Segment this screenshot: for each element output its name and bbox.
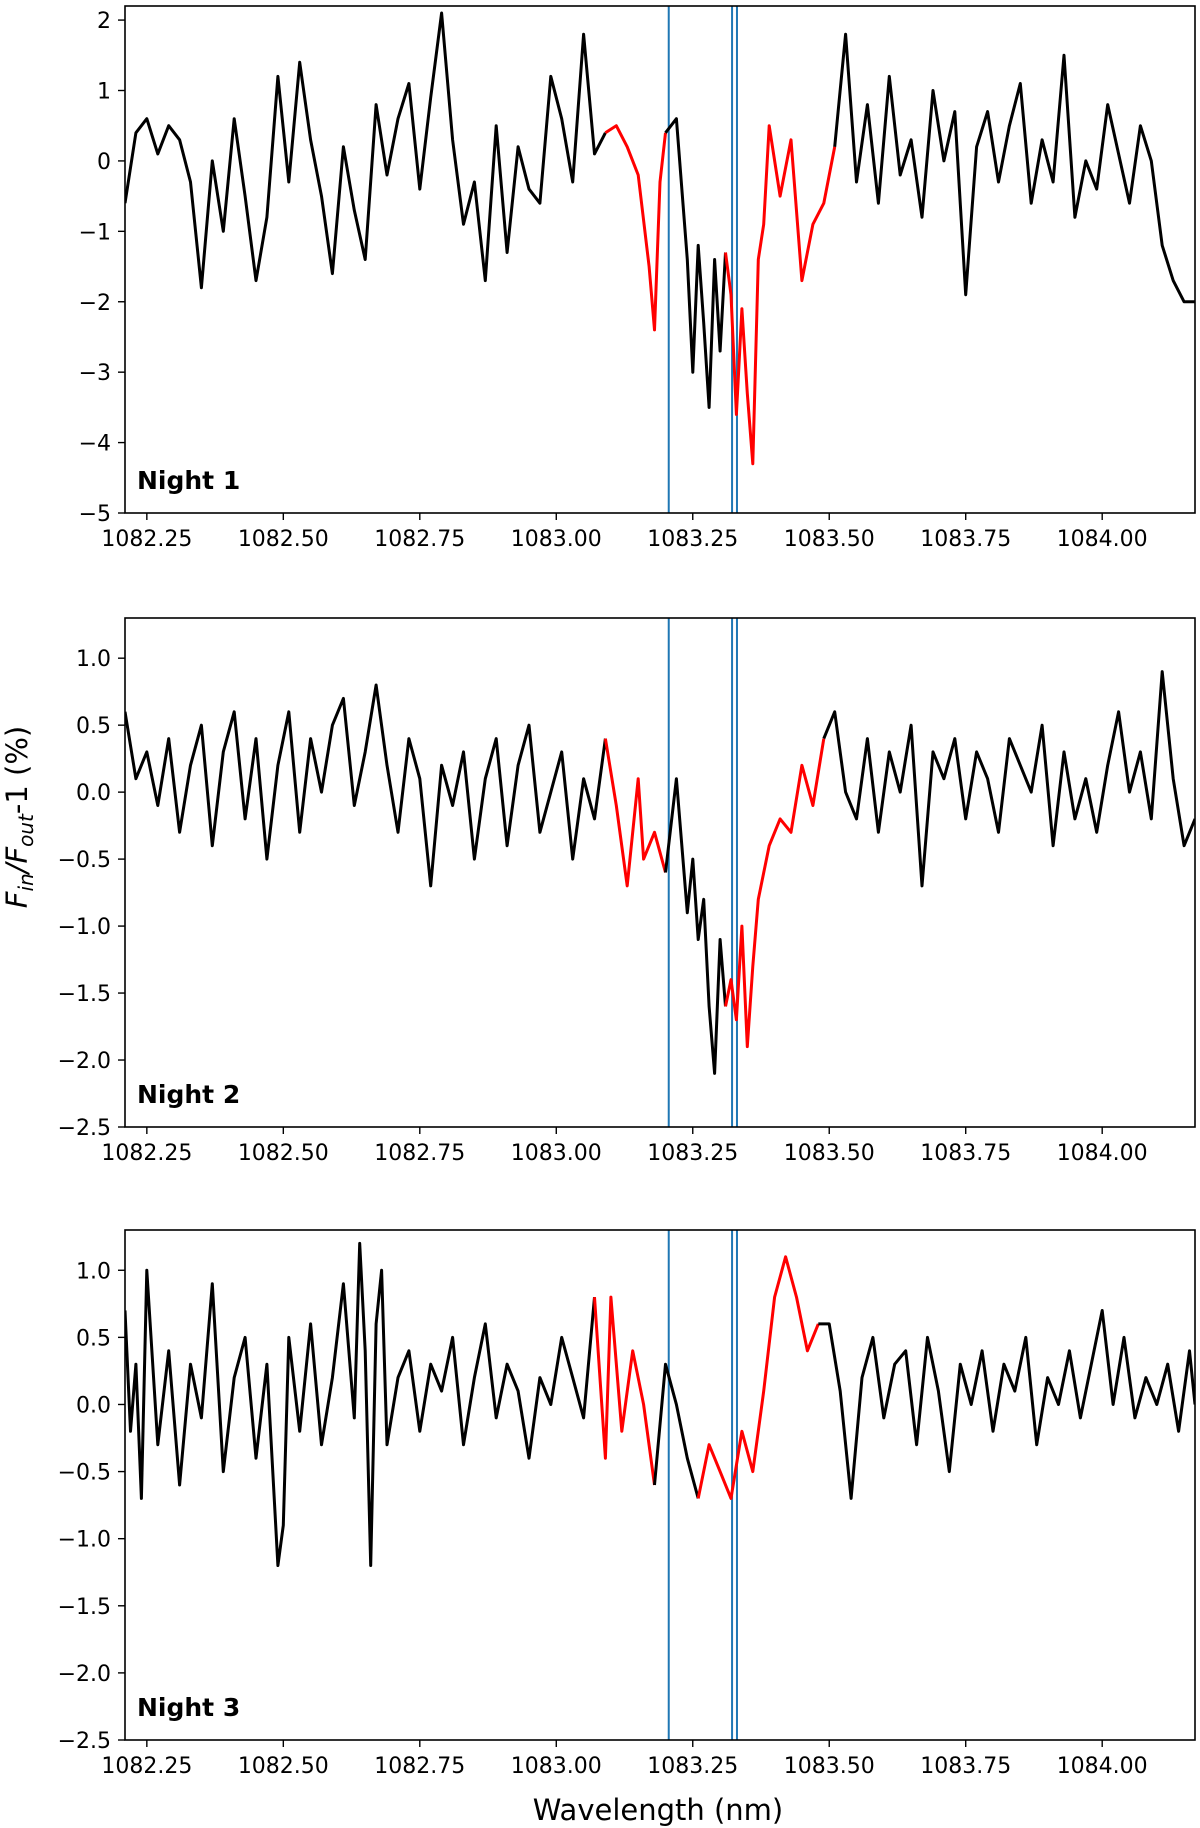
y-tick-label: −4 [79,432,111,457]
spectrum-segment [822,670,1195,888]
plot-frame [124,617,1196,1128]
y-tick-label: −2.0 [58,1049,111,1074]
y-tick-label: −1.5 [58,982,111,1007]
highlight-segment [696,1255,820,1500]
x-tick-label: 1082.75 [374,1754,465,1779]
panel-3: 1082.25 1082.50 1082.75 1083.00 1083.25 1083.… [58,1229,1196,1779]
x-tick-label: 1083.00 [511,1754,602,1779]
y-tick-label: 2 [97,9,111,34]
y-tick-label: −1 [79,220,111,245]
y-tick-label: 1.0 [76,647,111,672]
y-tick-label: −2.5 [58,1729,111,1754]
x-tick-label: 1082.50 [238,527,329,552]
y-tick-label: 0 [97,150,111,175]
x-tick-label: 1083.50 [784,1141,875,1166]
highlight-segment [604,124,667,332]
spectrum-segment [125,1241,596,1567]
spectrum-segment [653,1362,700,1499]
spectrum-segment [664,117,727,409]
y-tick-label: −1.0 [58,915,111,940]
x-tick-label: 1084.00 [1057,1141,1148,1166]
series-group [125,11,1195,466]
y-tick-label: 0.0 [76,781,111,806]
y-tick-label: 1 [97,80,111,105]
highlight-segment [724,738,826,1049]
plot-frame [124,1229,1196,1741]
spectrum-segment [125,11,607,290]
y-tick-label: 0.0 [76,1393,111,1418]
panel-label: Night 1 [137,466,240,495]
series-group [125,1241,1195,1567]
y-tick-label: −5 [79,502,111,527]
x-tick-label: 1083.25 [647,1141,738,1166]
panel-1: 1082.25 1082.50 1082.75 1083.00 1083.25 1083.… [79,5,1196,552]
panel-2: 1082.25 1082.50 1082.75 1083.00 1083.25 1083.… [58,617,1196,1166]
x-tick-label: 1083.00 [511,1141,602,1166]
y-tick-label: 1.0 [76,1259,111,1284]
panel-label: Night 3 [137,1693,240,1722]
x-tick-label: 1082.75 [374,527,465,552]
x-tick-label: 1083.75 [920,527,1011,552]
plot-frame [124,5,1196,514]
y-tick-label: −2 [79,291,111,316]
x-tick-label: 1083.50 [784,1754,875,1779]
y-tick-label: −1.5 [58,1595,111,1620]
y-tick-label: −2.0 [58,1662,111,1687]
y-tick-label: −1.0 [58,1528,111,1553]
highlight-segment [603,738,667,888]
y-tick-label: −3 [79,361,111,386]
highlight-segment [593,1295,656,1486]
x-axis-title: Wavelength (nm) [533,1793,784,1827]
y-axis-title: Fin/Fout-1 (%) [0,726,38,908]
x-tick-label: 1083.00 [511,527,602,552]
x-tick-label: 1082.50 [238,1754,329,1779]
panels: 1082.25 1082.50 1082.75 1083.00 1083.25 1083.… [58,5,1196,1779]
x-tick-label: 1084.00 [1057,1754,1148,1779]
y-tick-label: 0.5 [76,714,111,739]
x-tick-label: 1083.25 [647,1754,738,1779]
y-tick-label: −0.5 [58,848,111,873]
series-group [125,670,1195,1075]
x-tick-label: 1083.25 [647,527,738,552]
x-tick-label: 1082.25 [101,1141,192,1166]
spectrum-segment [125,683,607,888]
y-tick-label: −2.5 [58,1116,111,1141]
x-tick-label: 1083.50 [784,527,875,552]
x-tick-label: 1084.00 [1057,527,1148,552]
spectrum-segment [833,32,1195,304]
x-tick-label: 1082.50 [238,1141,329,1166]
y-tick-label: 0.5 [76,1326,111,1351]
x-tick-label: 1082.75 [374,1141,465,1166]
spectrum-segment [818,1309,1195,1500]
x-tick-label: 1082.25 [101,527,192,552]
highlight-segment [724,124,837,466]
panel-label: Night 2 [137,1080,240,1109]
spectrum-segment [664,777,727,1075]
x-tick-label: 1083.75 [920,1141,1011,1166]
x-tick-label: 1083.75 [920,1754,1011,1779]
y-tick-label: −0.5 [58,1461,111,1486]
x-tick-label: 1082.25 [101,1754,192,1779]
